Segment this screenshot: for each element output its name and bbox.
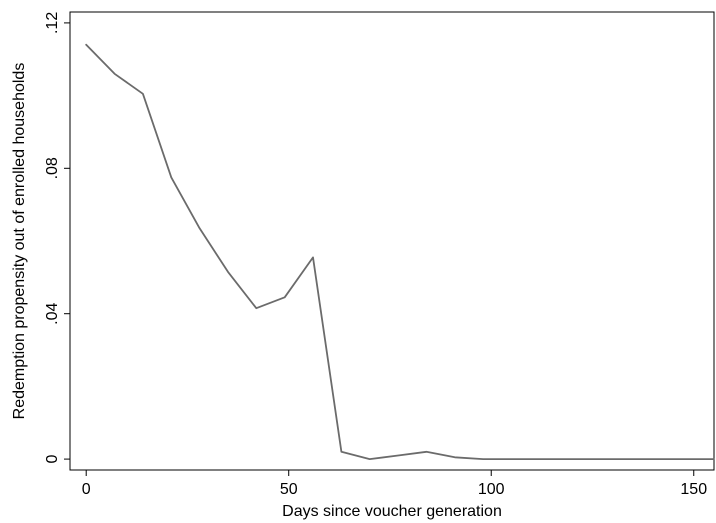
y-tick-label: .12: [44, 12, 61, 34]
series-group: [85, 43, 715, 461]
y-tick-label: 0: [44, 455, 61, 464]
y-tick-label: .08: [44, 157, 61, 179]
x-tick-label: 50: [280, 481, 298, 498]
x-axis: 0 50 100 150: [82, 470, 707, 498]
y-tick-label: .04: [44, 302, 61, 324]
plot-frame: [69, 11, 715, 471]
series-line: [85, 43, 715, 461]
y-axis-title: Redemption propensity out of enrolled ho…: [11, 63, 28, 420]
y-axis: 0 .04 .08 .12: [44, 12, 70, 464]
x-tick-label: 100: [478, 481, 505, 498]
plot-area: [69, 11, 715, 471]
x-tick-label: 150: [680, 481, 707, 498]
x-axis-title: Days since voucher generation: [282, 503, 502, 520]
x-tick-label: 0: [82, 481, 91, 498]
